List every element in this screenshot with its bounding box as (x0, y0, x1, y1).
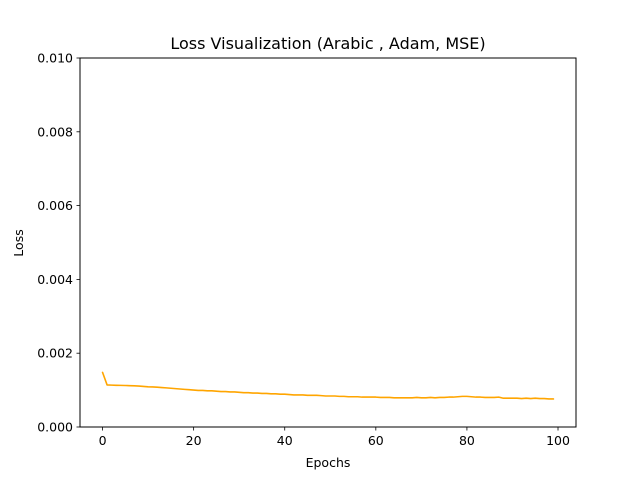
x-axis-label: Epochs (306, 455, 351, 470)
x-tick-label: 80 (459, 433, 475, 448)
x-tick-label: 20 (186, 433, 202, 448)
x-tick-label: 100 (546, 433, 570, 448)
y-axis-label: Loss (11, 229, 26, 256)
axes-frame (79, 57, 577, 428)
y-tick-label: 0.004 (37, 272, 73, 287)
y-tick-label: 0.000 (37, 420, 73, 435)
x-axis-ticks: 0 20 40 60 80 100 (99, 427, 570, 448)
y-tick-label: 0.008 (37, 124, 73, 139)
x-tick-label: 40 (277, 433, 293, 448)
series-layer (101, 371, 555, 400)
y-axis-ticks: 0.000 0.002 0.004 0.006 0.008 0.010 (37, 51, 80, 435)
chart-title: Loss Visualization (Arabic , Adam, MSE) (170, 34, 485, 53)
x-tick-label: 0 (99, 433, 107, 448)
x-tick-label: 60 (368, 433, 384, 448)
y-tick-label: 0.010 (37, 51, 73, 66)
y-tick-label: 0.006 (37, 198, 73, 213)
y-tick-label: 0.002 (37, 346, 73, 361)
plot-area (79, 57, 577, 428)
loss-series-line (101, 371, 555, 400)
